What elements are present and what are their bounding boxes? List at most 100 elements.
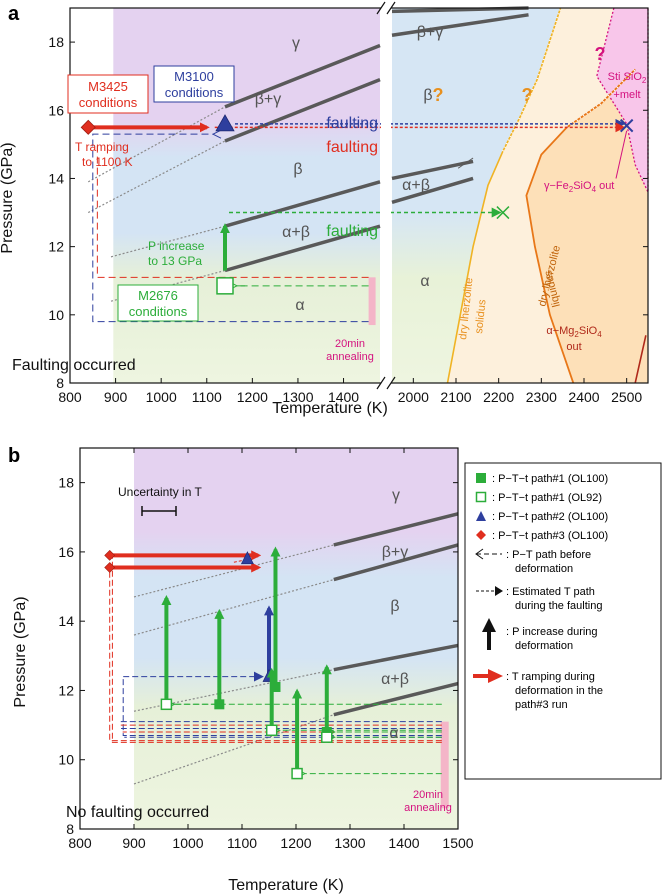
b-phase-label-beta: β [390, 598, 399, 615]
b-phase-label-alpha-beta: α+β [381, 671, 409, 688]
phase-label-alpha-beta: α+β [282, 224, 310, 241]
b-phase-label-gamma: γ [392, 487, 400, 504]
a-ytick-label-14: 14 [48, 170, 64, 186]
axis-break-gap [381, 6, 391, 385]
uncertainty-label: Uncertainty in T [118, 485, 202, 499]
b-blue-before [122, 676, 442, 736]
melt-zone [596, 8, 648, 193]
b-annealing-line1: 20min [413, 789, 443, 801]
b-ytick-label-14: 14 [58, 613, 74, 629]
extrapolated-boundary-1 [87, 140, 226, 214]
panel-b-xlabel: Temperature (K) [228, 877, 344, 894]
faulting-occurred-note: Faulting occurred [12, 357, 136, 374]
phase-label-alpha-right: α [420, 273, 429, 290]
b-annealing-line2: annealing [404, 802, 452, 814]
p-increase-line1: P increase [148, 239, 205, 253]
annealing-bar [368, 277, 376, 326]
pt-paths [80, 114, 634, 326]
panel-a-ylabel: Pressure (GPa) [0, 142, 16, 253]
legend-item-7b: deformation [515, 640, 573, 652]
a-xtick-label-left-1300: 1300 [282, 389, 313, 405]
a-xtick-label-left-800: 800 [58, 389, 82, 405]
a-xtick-label-right-2300: 2300 [526, 389, 557, 405]
m3100-callout: M3100 conditions [153, 65, 235, 103]
b-annealing-bar [440, 721, 449, 809]
phase-boundary-2 [224, 180, 381, 228]
a-xtick-label-right-2000: 2000 [398, 389, 429, 405]
m3425-line1: M3425 [88, 79, 128, 94]
question-mark-melt: ? [595, 44, 606, 64]
b-xtick-label-800: 800 [68, 835, 92, 851]
blue-triangle-marker [215, 114, 235, 132]
break-mark-1-a [376, 376, 386, 390]
panel-a-ticks: 800 900 1000 1100 1200 1300 1400 2000 2100 2200 23… [48, 34, 648, 405]
legend-triangle-icon [476, 511, 486, 521]
b-ytick-label-10: 10 [58, 752, 74, 768]
break-mark-0-b [386, 1, 396, 15]
alpha-beta-leader [457, 157, 474, 169]
phase-boundary-6 [391, 159, 474, 181]
question-mark-solidus: ? [433, 85, 444, 105]
a-ytick-label-16: 16 [48, 102, 64, 118]
phase-label-gamma: γ [292, 35, 300, 52]
phase-label-beta-right: β [423, 87, 432, 104]
m2676-line2: conditions [129, 304, 188, 319]
m2676-line1: M2676 [138, 288, 178, 303]
b-green-open-square-2 [291, 767, 303, 780]
a-ytick-label-8: 8 [56, 375, 64, 391]
phase-boundary-1 [224, 77, 381, 143]
b-xtick-label-1100: 1100 [227, 835, 257, 851]
t-ramp-line2: to 1100 K [82, 155, 132, 169]
red-diamond-marker [80, 119, 96, 135]
a-xtick-label-left-1100: 1100 [192, 389, 222, 405]
b-red-diamond-0 [104, 549, 116, 561]
panel-a-xlabel: Temperature (K) [272, 400, 388, 417]
b-green-open-square-3 [321, 731, 333, 743]
b-phase-boundary-3 [333, 681, 459, 717]
solidus-label-2: solidus [473, 299, 489, 335]
b-xtick-label-1300: 1300 [334, 835, 365, 851]
b-xtick-label-1000: 1000 [172, 835, 203, 851]
mg2sio4-label: α−Mg2SiO4 [546, 325, 602, 339]
panel-b-extrapolated-boundaries [133, 544, 334, 785]
a-xtick-label-left-1000: 1000 [146, 389, 177, 405]
legend: : P−T−t path#1 (OL100) : P−T−t path#1 (O… [464, 462, 662, 780]
p-increase-line2: to 13 GPa [148, 254, 202, 268]
panel-b-ticks: 800 900 1000 1100 1200 1300 1400 1500 8 10 12 14 16 1… [58, 448, 474, 851]
panel-b-ylabel: Pressure (GPa) [12, 596, 29, 707]
m2676-callout: M2676 conditions [117, 284, 199, 322]
annealing-line2: annealing [326, 351, 374, 363]
phase-boundary-3 [224, 224, 381, 273]
phase-label-alpha: α [295, 297, 304, 314]
liquidus-curve [525, 68, 636, 384]
panel-b-pt-paths [104, 546, 449, 809]
panel-a-label: a [8, 3, 20, 25]
extrapolated-boundary-0 [87, 106, 226, 183]
b-extrapolated-boundary-0 [133, 544, 334, 598]
panel-a: a 800 900 1000 1100 1200 1300 1400 2000 2100 2200… [0, 1, 649, 417]
t-ramp-line1: T ramping [75, 140, 129, 154]
legend-item-8c: path#3 run [515, 699, 568, 711]
faulting-label-red: faulting [326, 139, 378, 156]
legend-item-5: : P−T path before [506, 549, 591, 561]
a-xtick-label-right-2500: 2500 [611, 389, 642, 405]
liquidus-zone [526, 69, 648, 383]
b-xtick-label-900: 900 [122, 835, 146, 851]
legend-item-4: : P−T−t path#3 (OL100) [492, 530, 608, 542]
b-phase-boundary-1 [333, 543, 459, 582]
sti-melt-label: +melt [613, 89, 640, 101]
break-mark-1-b [386, 376, 396, 390]
b-xtick-label-1400: 1400 [388, 835, 419, 851]
cross-marker-blue-red [619, 118, 634, 133]
a-xtick-label-right-2400: 2400 [568, 389, 599, 405]
b-ytick-label-12: 12 [58, 682, 74, 698]
panel-a-phase-background-left [113, 8, 380, 383]
sti-sio2-label: Sti SiO2 [608, 71, 647, 85]
b-xtick-label-1500: 1500 [442, 835, 473, 851]
legend-filled-square-icon [476, 473, 486, 483]
a-xtick-label-right-2200: 2200 [483, 389, 514, 405]
a-ytick-label-10: 10 [48, 307, 64, 323]
phase-boundary-0 [224, 43, 381, 109]
b-phase-boundary-2 [333, 643, 459, 672]
